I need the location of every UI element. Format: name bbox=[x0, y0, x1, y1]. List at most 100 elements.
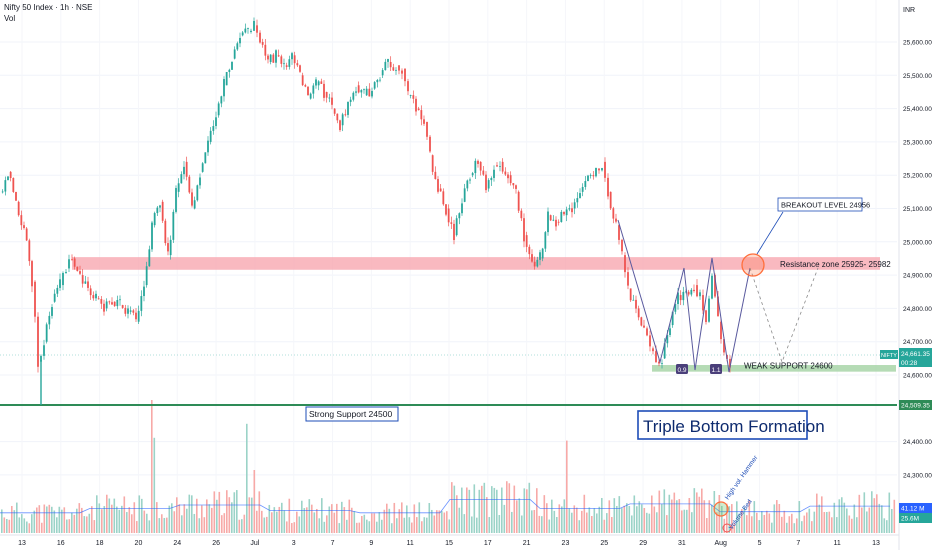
volume-bar bbox=[893, 499, 896, 533]
candle-body bbox=[209, 130, 212, 142]
candle-body bbox=[177, 183, 180, 192]
candle-body bbox=[223, 78, 225, 97]
volume-bar bbox=[301, 500, 303, 533]
volume-bar bbox=[448, 519, 451, 533]
volume-value-tag bbox=[899, 513, 932, 523]
y-tick-label: 25,600.00 bbox=[903, 40, 932, 47]
volume-bar bbox=[118, 509, 121, 533]
volume-bar bbox=[258, 491, 261, 533]
candle-body bbox=[549, 215, 552, 221]
candle-body bbox=[207, 140, 209, 153]
high-volume-circle[interactable] bbox=[713, 501, 729, 517]
volume-bar bbox=[611, 517, 613, 533]
volume-bar bbox=[571, 512, 573, 533]
x-tick-label: 29 bbox=[639, 540, 647, 547]
candle-body bbox=[119, 299, 121, 301]
candle-body bbox=[307, 86, 309, 96]
volume-bar bbox=[483, 482, 486, 533]
candle-body bbox=[601, 168, 603, 171]
candle-body bbox=[720, 321, 722, 340]
candle-body bbox=[241, 32, 244, 36]
x-tick-label: 5 bbox=[758, 540, 762, 547]
volume-bar bbox=[438, 510, 441, 533]
volume-bar bbox=[293, 522, 296, 533]
volume-bar bbox=[848, 515, 851, 533]
candle-body bbox=[317, 81, 320, 86]
volume-bar bbox=[246, 423, 248, 533]
volume-bar bbox=[823, 512, 826, 533]
volume-bar bbox=[756, 512, 758, 533]
breakout-circle[interactable] bbox=[741, 253, 765, 277]
breakout-callout-line bbox=[756, 211, 784, 255]
price-axis-panel[interactable] bbox=[899, 0, 932, 550]
volume-bar bbox=[788, 516, 791, 533]
candle-body bbox=[9, 171, 12, 179]
candle-body bbox=[539, 252, 541, 260]
volume-bar bbox=[851, 518, 853, 533]
volume-bar bbox=[458, 507, 461, 533]
candle-body bbox=[89, 288, 92, 296]
candle-body bbox=[293, 55, 296, 64]
candle-body bbox=[442, 191, 445, 205]
volume-bar bbox=[586, 512, 588, 533]
volume-bar bbox=[296, 511, 298, 533]
volume-bar bbox=[236, 490, 238, 533]
triple-bottom-pattern-line[interactable] bbox=[617, 219, 751, 373]
volume-bar bbox=[446, 511, 448, 533]
candle-body bbox=[212, 126, 215, 131]
volume-bar bbox=[393, 502, 396, 533]
volume-bar bbox=[366, 519, 368, 533]
candle-body bbox=[344, 114, 347, 116]
volume-bar bbox=[456, 495, 458, 533]
volume-bar bbox=[871, 491, 873, 533]
candle-body bbox=[702, 295, 704, 311]
volume-bar bbox=[566, 440, 568, 533]
candle-body bbox=[48, 315, 51, 325]
resistance-zone[interactable] bbox=[72, 257, 880, 270]
candle-body bbox=[507, 174, 509, 179]
volume-bar bbox=[341, 501, 343, 533]
candle-body bbox=[220, 96, 223, 104]
candle-body bbox=[671, 311, 674, 326]
candle-body bbox=[17, 201, 20, 216]
volume-bar bbox=[338, 523, 341, 533]
symbol-tag: NIFTY bbox=[881, 353, 897, 359]
candle-body bbox=[4, 180, 7, 192]
candle-body bbox=[323, 83, 325, 98]
candle-body bbox=[627, 272, 629, 286]
volume-bar bbox=[783, 510, 786, 533]
volume-bar bbox=[646, 512, 648, 533]
candle-body bbox=[423, 119, 425, 124]
volume-bar bbox=[708, 500, 711, 533]
volume-bar bbox=[873, 498, 876, 533]
candle-body bbox=[705, 310, 707, 323]
volume-bar bbox=[256, 510, 258, 533]
candle-body bbox=[97, 298, 100, 300]
candle-body bbox=[320, 81, 323, 84]
volume-bar bbox=[661, 504, 663, 533]
weak-support-zone[interactable] bbox=[652, 365, 896, 372]
y-tick-label: 25,100.00 bbox=[903, 206, 932, 213]
volume-bar bbox=[476, 517, 478, 533]
candle-body bbox=[53, 293, 56, 302]
volume-bar bbox=[593, 508, 596, 533]
volume-bar bbox=[226, 490, 228, 533]
volume-bar bbox=[563, 499, 566, 533]
volume-bar bbox=[253, 470, 256, 533]
volume-bar bbox=[271, 512, 273, 533]
volume-bar bbox=[578, 520, 581, 533]
volume-bar bbox=[606, 513, 608, 533]
volume-bar bbox=[866, 511, 868, 533]
candle-body bbox=[51, 307, 53, 316]
volume-bar bbox=[826, 512, 828, 533]
bottom-marker-label: 0.9 bbox=[677, 367, 686, 374]
volume-bar bbox=[833, 502, 836, 533]
volume-bar bbox=[213, 491, 216, 533]
volume-bar bbox=[148, 520, 151, 533]
candle-body bbox=[607, 177, 609, 197]
volume-bar bbox=[121, 505, 123, 533]
volume-bar bbox=[886, 520, 888, 533]
volume-indicator-label: Vol bbox=[4, 14, 16, 23]
volume-bar bbox=[6, 519, 8, 533]
